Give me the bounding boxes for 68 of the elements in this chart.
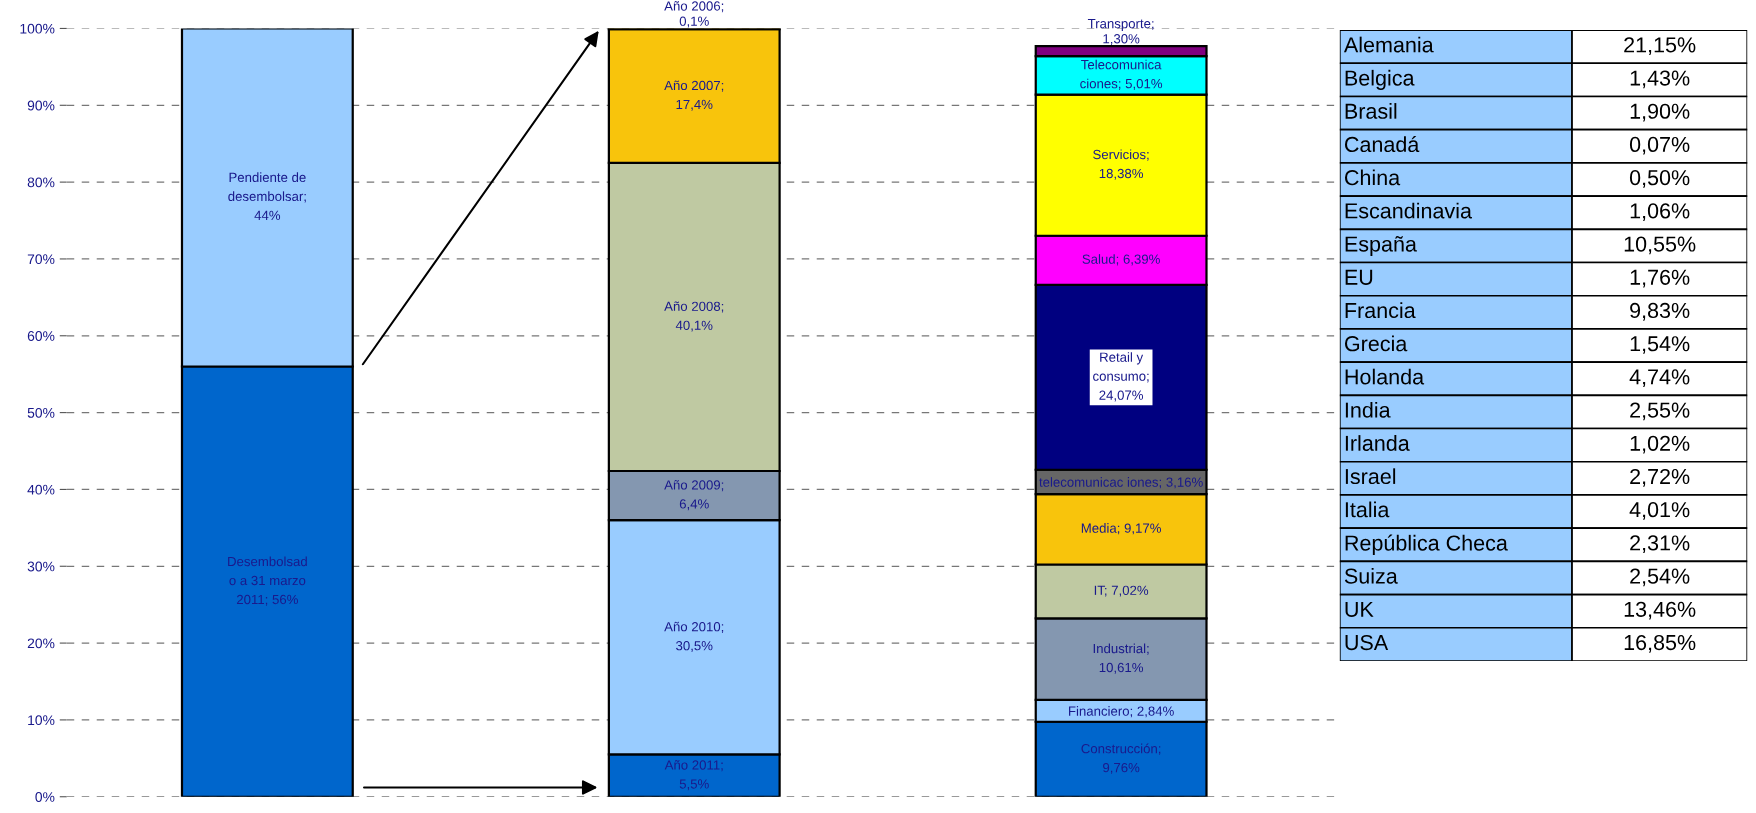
text: 1,76%: [1630, 269, 1690, 288]
category-label: España: [1345, 236, 1417, 256]
data-label: Año 2009; 6,4%: [664, 480, 724, 511]
y-tick-label: 10%: [28, 715, 55, 726]
category-label: UK: [1345, 601, 1374, 617]
data-label: IT; 7,02%: [1094, 585, 1149, 597]
data-label: Salud; 6,39%: [1082, 254, 1160, 266]
data-label: Año 2011; 5,5%: [664, 760, 723, 791]
data-label: Servicios; 18,38%: [1093, 149, 1149, 180]
data-label: Telecomunica ciones; 5,01%: [1080, 59, 1163, 90]
category-label: Francia: [1345, 302, 1416, 319]
text: 2,72%: [1630, 468, 1690, 487]
category-label: Italia: [1345, 501, 1390, 518]
y-tick-label: 30%: [27, 561, 55, 572]
category-label: República Checa: [1345, 534, 1508, 555]
text: 2,31%: [1630, 535, 1690, 554]
category-label: Suiza: [1344, 567, 1398, 584]
category-label: USA: [1345, 634, 1389, 651]
text: 9,83%: [1630, 302, 1690, 321]
data-label: Desembolsad o a 31 marzo 2011; 56%: [228, 556, 307, 606]
category-label: Grecia: [1344, 335, 1408, 352]
category-label: EU: [1345, 269, 1373, 285]
text: 2,54%: [1630, 568, 1690, 587]
data-label: Retail y consumo; 24,07%: [1093, 352, 1149, 402]
y-tick-label: 40%: [27, 484, 55, 495]
category-label: Brasil: [1345, 103, 1397, 119]
data-label: Año 2007; 17,4%: [664, 80, 724, 111]
y-tick-label: 50%: [27, 407, 55, 418]
text: 10,55%: [1624, 236, 1696, 255]
data-label: Pendiente de desembolsar; 44%: [228, 172, 306, 220]
data-label: Transporte; 1,30%: [1087, 19, 1154, 45]
text: 13,46%: [1624, 601, 1696, 620]
text: 21,15%: [1624, 37, 1696, 56]
data-label: telecomunicac iones; 3,16%: [1039, 477, 1203, 489]
category-label: Israel: [1345, 468, 1396, 485]
category-label: Irlanda: [1345, 435, 1410, 451]
category-label: Belgica: [1345, 69, 1415, 90]
category-label: Canadá: [1345, 136, 1420, 153]
category-label: China: [1345, 169, 1401, 186]
category-label: Holanda: [1345, 368, 1425, 385]
y-tick-label: 20%: [27, 638, 55, 649]
text: 1,90%: [1630, 103, 1690, 122]
text: 1,06%: [1630, 203, 1690, 222]
category-label: India: [1345, 401, 1391, 418]
y-tick-label: 70%: [27, 254, 55, 265]
text: 0,50%: [1629, 170, 1690, 188]
text: 1,54%: [1630, 336, 1690, 354]
data-label: Año 2010; 30,5%: [664, 621, 724, 652]
y-tick-label: 80%: [27, 177, 55, 188]
y-tick-label: 60%: [27, 331, 55, 341]
text: 2,55%: [1630, 402, 1690, 421]
data-label: Financiero; 2,84%: [1069, 706, 1174, 718]
text: 16,85%: [1624, 634, 1696, 653]
data-label: Industrial; 10,61%: [1093, 643, 1149, 674]
text: 4,01%: [1629, 502, 1690, 520]
y-tick-label: 0%: [35, 792, 55, 802]
data-label: Año 2008; 40,1%: [664, 301, 724, 332]
category-label: Alemania: [1343, 36, 1434, 53]
category-label: Escandinavia: [1345, 202, 1472, 219]
data-label: Media; 9,17%: [1081, 523, 1161, 535]
text: 1,02%: [1630, 435, 1690, 454]
data-label: Construcción; 9,76%: [1081, 743, 1161, 774]
text: 0,07%: [1629, 136, 1690, 155]
y-tick-label: 100%: [20, 23, 55, 34]
y-tick-label: 90%: [27, 100, 55, 111]
data-label: Año 2006; 0,1%: [664, 1, 724, 28]
text: 1,43%: [1630, 70, 1690, 89]
text: 4,74%: [1629, 369, 1690, 388]
